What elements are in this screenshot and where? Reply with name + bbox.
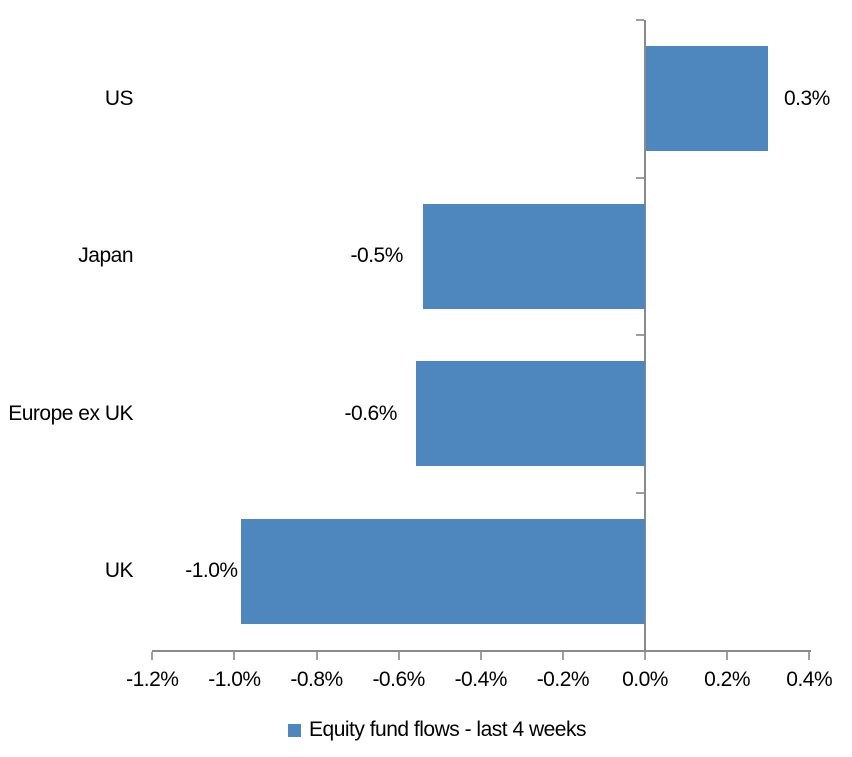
- bar-us: [646, 46, 768, 152]
- data-label-uk: -1.0%: [185, 559, 238, 583]
- x-axis-line: [152, 650, 812, 652]
- x-axis-tick: [397, 652, 400, 660]
- legend-series-label: Equity fund flows - last 4 weeks: [309, 718, 586, 741]
- bar-japan: [422, 203, 645, 309]
- legend-series-marker-icon: [288, 723, 302, 737]
- category-label-uk: UK: [104, 559, 134, 583]
- x-axis-tick: [315, 652, 318, 660]
- x-axis-tick-label: -0.6%: [372, 668, 425, 691]
- x-axis-tick-label: 0.0%: [622, 668, 668, 691]
- x-axis-tick: [561, 652, 564, 660]
- data-label-europe-ex-uk: -0.6%: [344, 401, 398, 425]
- x-axis-tick-label: -0.4%: [454, 668, 508, 691]
- x-axis-tick: [479, 652, 482, 660]
- x-axis-tick-label: -0.8%: [290, 668, 343, 691]
- bar-europe-ex-uk: [415, 361, 645, 467]
- y-axis-tick: [636, 176, 644, 179]
- data-label-japan: -0.5%: [350, 244, 404, 268]
- category-label-japan: Japan: [78, 244, 133, 268]
- x-axis-tick: [644, 652, 646, 660]
- x-axis-tick-label: -1.2%: [126, 668, 179, 691]
- x-axis-tick: [808, 652, 811, 660]
- category-label-europe-ex-uk: Europe ex UK: [8, 401, 133, 425]
- x-axis-tick: [151, 652, 154, 660]
- x-axis-tick: [233, 652, 236, 660]
- data-label-us: 0.3%: [783, 86, 830, 110]
- x-axis-tick-label: -0.2%: [536, 668, 590, 691]
- x-axis-tick-label: 0.4%: [786, 668, 833, 691]
- y-axis-tick: [636, 334, 644, 336]
- category-label-us: US: [104, 86, 134, 110]
- y-axis-tick: [636, 491, 644, 494]
- y-axis-line: [644, 20, 646, 652]
- x-axis-tick-label: -1.0%: [208, 668, 261, 691]
- legend: Equity fund flows - last 4 weeks: [0, 716, 852, 744]
- y-axis-tick: [636, 19, 644, 21]
- x-axis-tick-label: 0.2%: [704, 668, 751, 691]
- x-axis-tick: [726, 652, 729, 660]
- bar-uk: [240, 518, 645, 624]
